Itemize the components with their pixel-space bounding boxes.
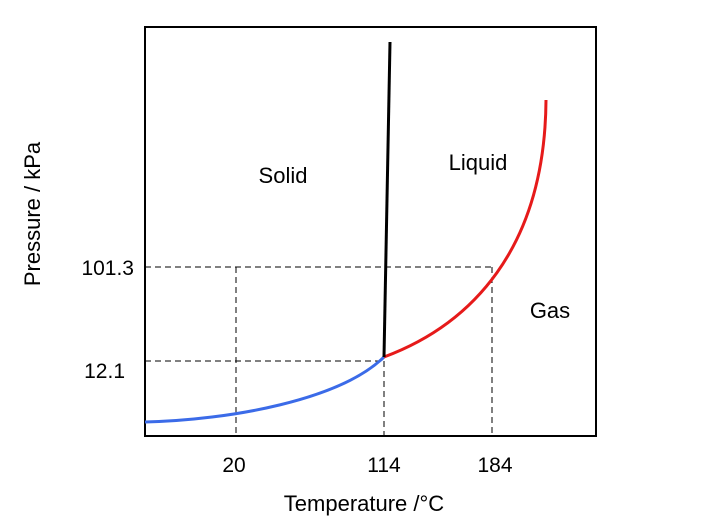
solid-liquid-line xyxy=(382,41,392,358)
plot-frame xyxy=(144,26,597,437)
x-tick-label: 20 xyxy=(222,454,245,477)
x-axis-label: Temperature /°C xyxy=(284,491,445,516)
region-label-solid: Solid xyxy=(259,163,308,188)
guide-lines xyxy=(145,266,493,436)
region-label-gas: Gas xyxy=(530,298,570,323)
y-tick-label: 12.1 xyxy=(84,360,125,383)
liquid-gas-curve xyxy=(383,99,548,359)
solid-gas-curve xyxy=(144,355,386,424)
y-tick-label: 101.3 xyxy=(81,257,134,280)
x-tick-label: 114 xyxy=(367,454,401,477)
y-axis-label: Pressure / kPa xyxy=(20,141,45,286)
x-tick-label: 184 xyxy=(477,454,512,477)
region-label-liquid: Liquid xyxy=(449,150,508,175)
